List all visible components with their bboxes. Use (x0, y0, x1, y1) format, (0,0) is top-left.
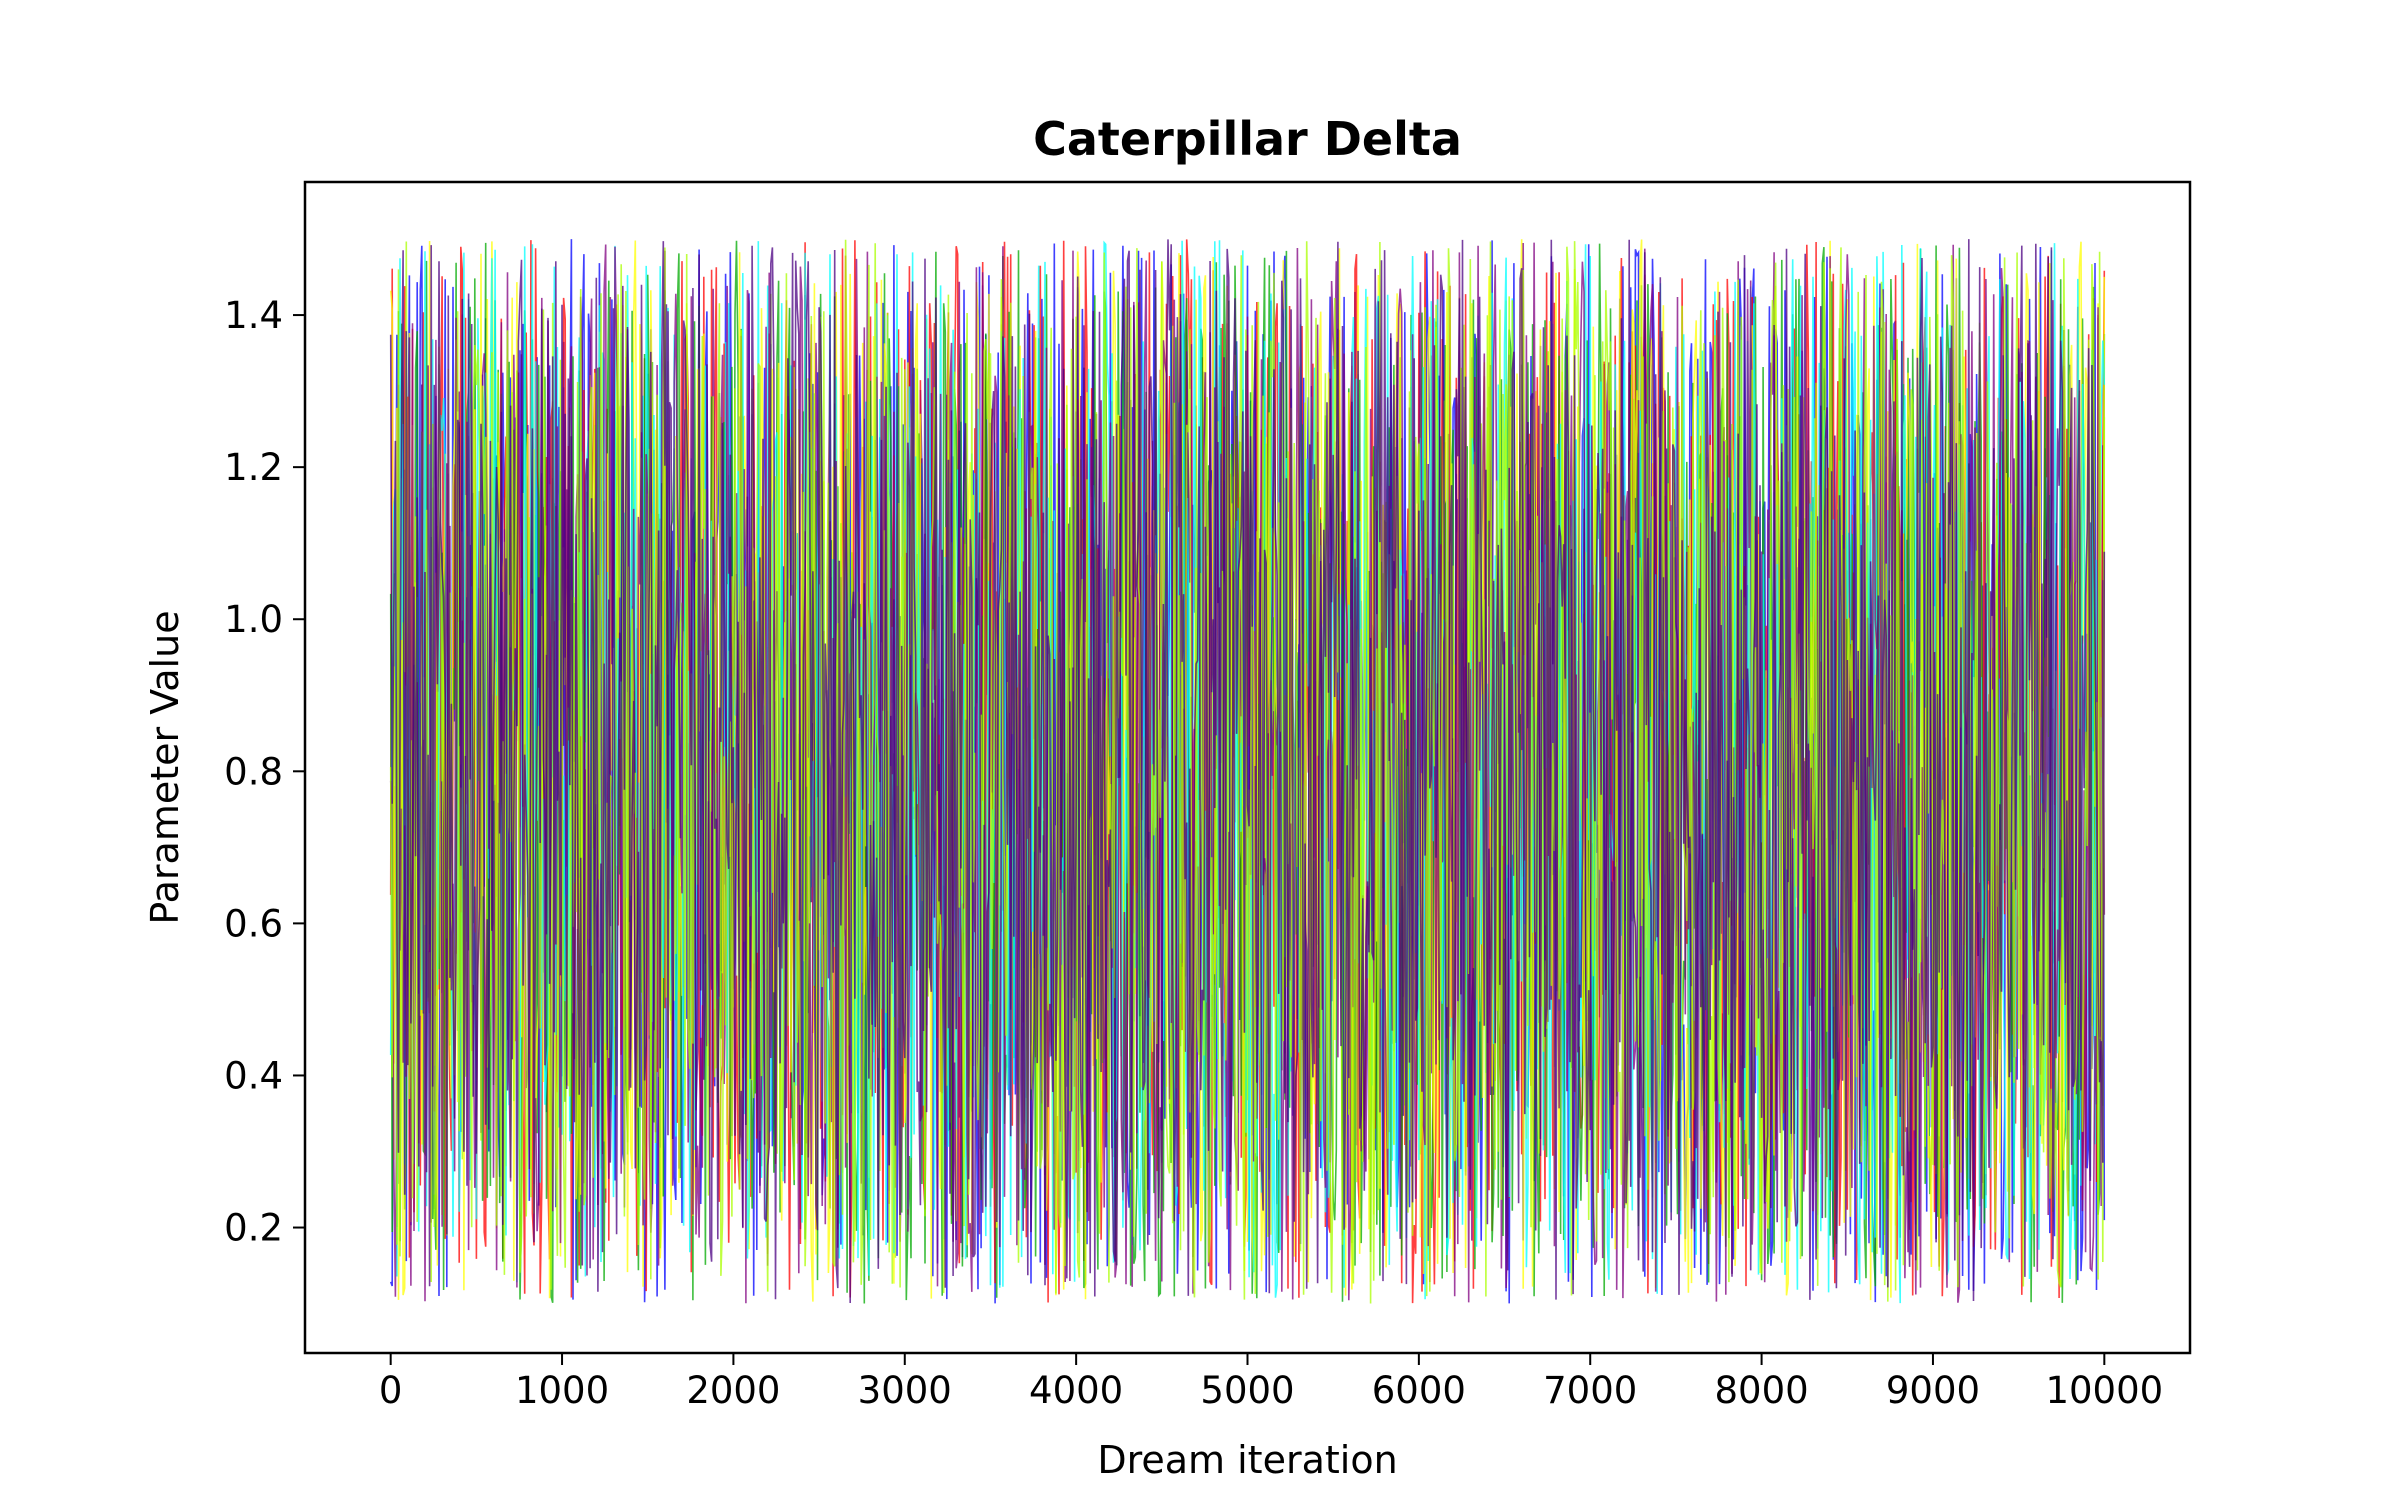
x-tick-label: 0 (379, 1369, 403, 1412)
x-tick-label: 3000 (858, 1369, 952, 1412)
y-tick-label: 1.0 (224, 598, 283, 641)
chains-layer (389, 239, 2106, 1304)
x-tick-label: 9000 (1886, 1369, 1980, 1412)
chain-trace-8 (389, 239, 2106, 1304)
x-tick-label: 1000 (515, 1369, 609, 1412)
y-tick-label: 0.4 (224, 1054, 283, 1097)
y-tick-label: 0.8 (224, 750, 283, 793)
x-tick-label: 7000 (1543, 1369, 1637, 1412)
x-axis-label: Dream iteration (1097, 1438, 1397, 1482)
y-tick-label: 0.2 (224, 1207, 283, 1250)
chart-title: Caterpillar Delta (1033, 112, 1462, 166)
x-tick-label: 10000 (2045, 1369, 2163, 1412)
x-tick-label: 4000 (1029, 1369, 1123, 1412)
x-tick-label: 5000 (1200, 1369, 1294, 1412)
x-tick-label: 6000 (1372, 1369, 1466, 1412)
y-tick-label: 1.4 (224, 294, 283, 337)
x-tick-label: 2000 (686, 1369, 780, 1412)
y-tick-label: 0.6 (224, 902, 283, 945)
y-axis: 0.2 0.4 0.6 0.8 1.0 1.2 1.4 (224, 294, 305, 1250)
y-axis-label: Parameter Value (143, 610, 187, 924)
y-tick-label: 1.2 (224, 446, 283, 489)
x-tick-label: 8000 (1715, 1369, 1809, 1412)
x-axis: 0 1000 2000 3000 4000 5000 6000 7000 8000 9000 100… (379, 1353, 2163, 1412)
